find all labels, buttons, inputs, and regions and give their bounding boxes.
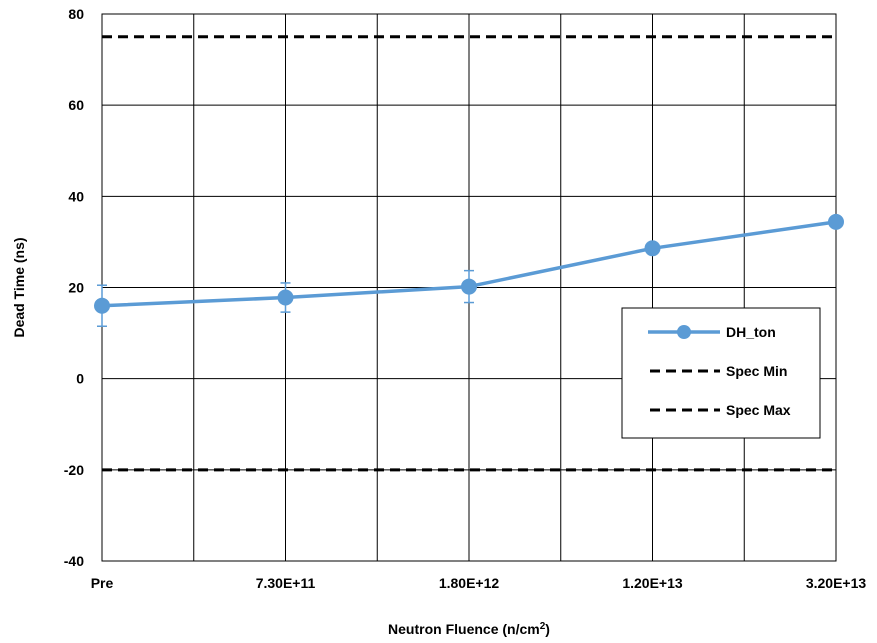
x-axis-title-main: Neutron Fluence (n/cm (388, 621, 540, 637)
y-tick-label-2: 0 (76, 371, 84, 387)
legend-box (621, 307, 821, 439)
x-axis-title-sup: 2 (540, 621, 546, 632)
y-tick-label-3: 20 (68, 280, 84, 296)
data-point-3 (644, 240, 661, 257)
x-axis-title-end: ) (545, 621, 550, 637)
data-point-2 (461, 278, 477, 295)
x-axis-title: Neutron Fluence (n/cm2) (388, 621, 550, 638)
data-point-4 (828, 213, 844, 230)
y-tick-label-5: 60 (68, 97, 84, 113)
y-tick-label-6: 80 (68, 6, 84, 22)
y-tick-label-0: -40 (64, 553, 84, 569)
spec-lines (102, 35, 836, 472)
y-axis-title: Dead Time (ns) (11, 237, 27, 337)
x-tick-label-4: 1.80E+12 (439, 575, 500, 591)
legend-swatch-marker-0 (677, 325, 691, 339)
legend-label-1: Spec Min (726, 363, 787, 379)
x-tick-label-6: 1.20E+13 (622, 575, 683, 591)
x-tick-label-2: 7.30E+11 (256, 575, 316, 591)
legend-label-0: DH_ton (726, 324, 776, 340)
x-tick-label-0: Pre (91, 575, 114, 591)
legend-label-2: Spec Max (726, 402, 791, 418)
legend: DH_ton Spec Min Spec Max (621, 307, 821, 439)
data-point-0 (94, 297, 110, 314)
series-layer (94, 213, 844, 327)
x-tick-labels: Pre 7.30E+11 1.80E+12 1.20E+13 3.20E+13 (91, 575, 867, 591)
y-tick-label-4: 40 (68, 188, 84, 204)
y-tick-labels: -40 -20 0 20 40 60 80 (64, 6, 84, 569)
data-point-1 (277, 289, 294, 306)
y-tick-label-1: -20 (64, 462, 84, 478)
x-tick-label-8: 3.20E+13 (806, 575, 867, 591)
